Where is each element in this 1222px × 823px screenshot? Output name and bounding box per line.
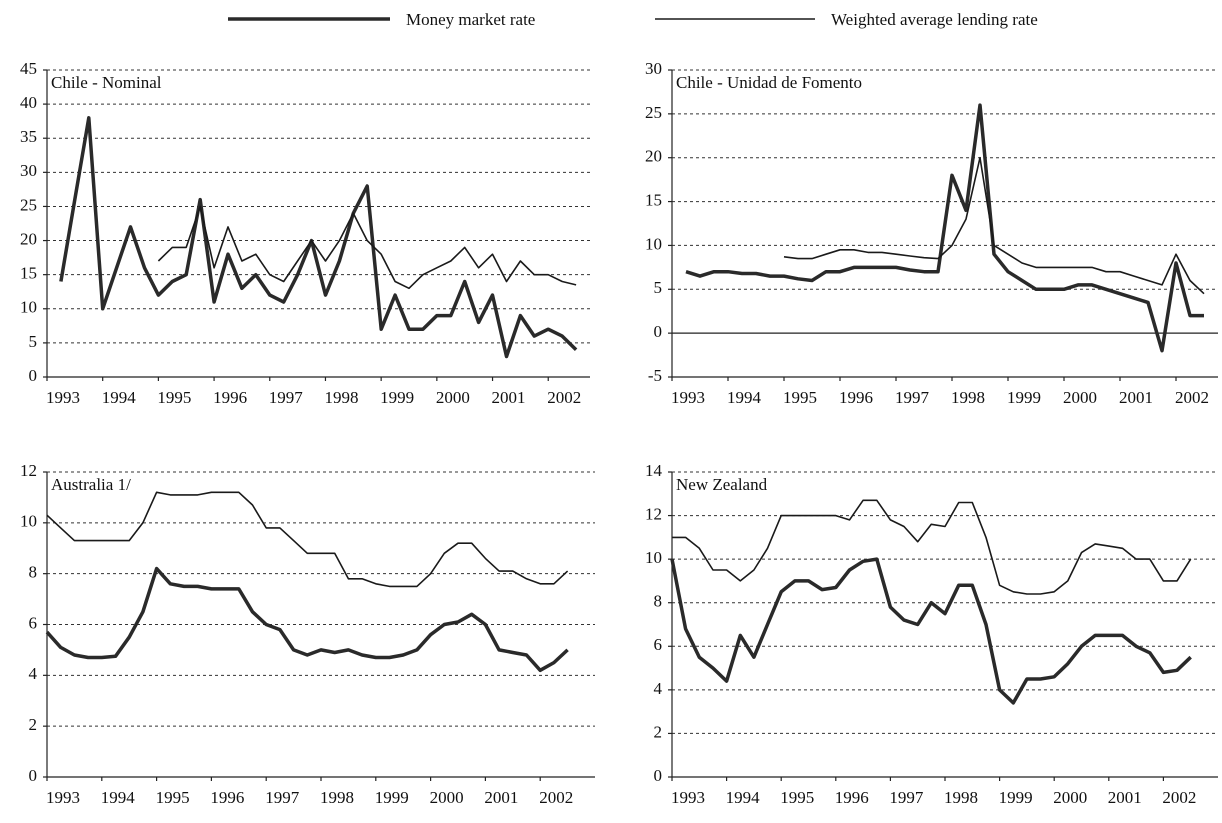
- y-tick-label: 0: [654, 766, 663, 785]
- x-tick-label: 1998: [324, 388, 358, 407]
- y-tick-label: 0: [654, 322, 663, 341]
- series-line: [59, 116, 578, 359]
- x-tick-label: 1997: [895, 388, 930, 407]
- panel-title: New Zealand: [676, 475, 768, 494]
- x-tick-label: 2002: [539, 788, 573, 807]
- x-tick-label: 1993: [46, 388, 80, 407]
- x-tick-label: 1993: [671, 388, 705, 407]
- x-tick-label: 1995: [783, 388, 817, 407]
- x-tick-label: 1996: [839, 388, 873, 407]
- y-tick-label: 35: [20, 127, 37, 146]
- x-tick-label: 2001: [492, 388, 526, 407]
- y-tick-label: 15: [645, 190, 662, 209]
- x-tick-label: 1995: [156, 788, 190, 807]
- x-tick-label: 1998: [320, 788, 354, 807]
- y-tick-label: 10: [20, 298, 37, 317]
- y-tick-label: 5: [29, 332, 38, 351]
- series-line: [157, 205, 577, 290]
- series-line: [670, 557, 1192, 705]
- y-tick-label: 30: [20, 161, 37, 180]
- legend-label: Weighted average lending rate: [831, 10, 1038, 29]
- x-tick-label: 1997: [889, 788, 924, 807]
- x-tick-label: 2000: [1053, 788, 1087, 807]
- panel-title: Chile - Nominal: [51, 73, 162, 92]
- y-tick-label: 10: [645, 548, 662, 567]
- x-tick-label: 2001: [484, 788, 518, 807]
- y-tick-label: 12: [20, 461, 37, 480]
- y-tick-label: 2: [29, 715, 38, 734]
- x-tick-label: 1995: [780, 788, 814, 807]
- x-tick-label: 1999: [1007, 388, 1041, 407]
- y-tick-label: 4: [654, 679, 663, 698]
- x-tick-label: 1994: [726, 788, 761, 807]
- x-tick-label: 1999: [380, 388, 414, 407]
- y-tick-label: 25: [645, 103, 662, 122]
- x-tick-label: 1998: [944, 788, 978, 807]
- x-tick-label: 2002: [1175, 388, 1209, 407]
- y-tick-label: 25: [20, 195, 37, 214]
- y-tick-label: 5: [654, 278, 663, 297]
- x-tick-label: 1999: [375, 788, 409, 807]
- x-tick-label: 2001: [1108, 788, 1142, 807]
- series-line: [45, 566, 569, 673]
- x-tick-label: 1999: [999, 788, 1033, 807]
- y-tick-label: 14: [645, 461, 663, 480]
- series-line: [46, 491, 569, 588]
- y-tick-label: 30: [645, 59, 662, 78]
- series-line: [685, 103, 1204, 353]
- panel-title: Chile - Unidad de Fomento: [676, 73, 862, 92]
- x-tick-label: 2002: [1162, 788, 1196, 807]
- x-tick-label: 2000: [430, 788, 464, 807]
- y-tick-label: 4: [29, 664, 38, 683]
- x-tick-label: 1995: [157, 388, 191, 407]
- panel-title: Australia 1/: [51, 475, 131, 494]
- x-tick-label: 2001: [1119, 388, 1153, 407]
- y-tick-label: 10: [645, 234, 662, 253]
- y-tick-label: 20: [20, 229, 37, 248]
- x-tick-label: 1996: [835, 788, 869, 807]
- y-tick-label: 6: [654, 635, 663, 654]
- x-tick-label: 2000: [1063, 388, 1097, 407]
- y-tick-label: 0: [29, 766, 38, 785]
- y-tick-label: 2: [654, 722, 663, 741]
- x-tick-label: 1996: [210, 788, 244, 807]
- x-tick-label: 1993: [671, 788, 705, 807]
- x-tick-label: 1994: [101, 788, 136, 807]
- x-tick-label: 2000: [436, 388, 470, 407]
- y-tick-label: 12: [645, 504, 662, 523]
- series-line: [672, 499, 1192, 595]
- x-tick-label: 1997: [269, 388, 304, 407]
- x-tick-label: 1994: [102, 388, 137, 407]
- y-tick-label: -5: [648, 366, 662, 385]
- y-tick-label: 8: [654, 592, 663, 611]
- x-tick-label: 1998: [951, 388, 985, 407]
- y-tick-label: 20: [645, 147, 662, 166]
- x-tick-label: 1997: [265, 788, 300, 807]
- y-tick-label: 0: [29, 366, 38, 385]
- legend-label: Money market rate: [406, 10, 535, 29]
- x-tick-label: 1996: [213, 388, 247, 407]
- x-tick-label: 1994: [727, 388, 762, 407]
- y-tick-label: 45: [20, 59, 37, 78]
- y-tick-label: 6: [29, 613, 38, 632]
- x-tick-label: 1993: [46, 788, 80, 807]
- y-tick-label: 40: [20, 93, 37, 112]
- series-line: [783, 156, 1205, 295]
- x-tick-label: 2002: [547, 388, 581, 407]
- y-tick-label: 8: [29, 563, 38, 582]
- y-tick-label: 10: [20, 512, 37, 531]
- y-tick-label: 15: [20, 264, 37, 283]
